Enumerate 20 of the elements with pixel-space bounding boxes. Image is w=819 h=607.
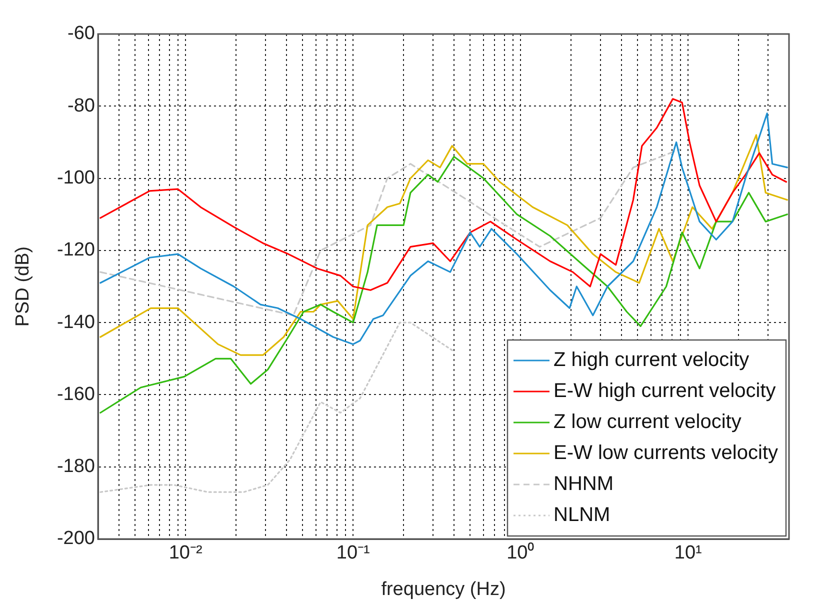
y-tick-label: -100 <box>56 168 95 189</box>
x-tick-label: 10⁻² <box>168 542 202 564</box>
x-tick-label: 10⁰ <box>506 542 535 564</box>
x-tick-label: 10¹ <box>674 542 702 564</box>
y-tick-label: -200 <box>56 528 95 550</box>
y-tick-label: -180 <box>56 456 95 478</box>
legend-label: E-W high current velocity <box>554 380 776 402</box>
y-tick-label: -160 <box>56 384 95 405</box>
legend-label: Z high current velocity <box>554 349 750 372</box>
y-tick-label: -80 <box>68 95 95 116</box>
y-tick-label: -60 <box>68 23 95 44</box>
x-axis-title: frequency (Hz) <box>381 578 506 600</box>
legend-label: E-W low currents velocity <box>554 442 778 464</box>
x-tick-label: 10⁻¹ <box>336 542 370 564</box>
legend-label: NLNM <box>554 504 610 526</box>
y-tick-label: -140 <box>56 312 95 333</box>
y-axis-title: PSD (dB) <box>12 246 34 327</box>
y-tick-label: -120 <box>56 240 95 261</box>
legend-label: NHNM <box>554 473 614 496</box>
legend-label: Z low current velocity <box>554 411 742 434</box>
